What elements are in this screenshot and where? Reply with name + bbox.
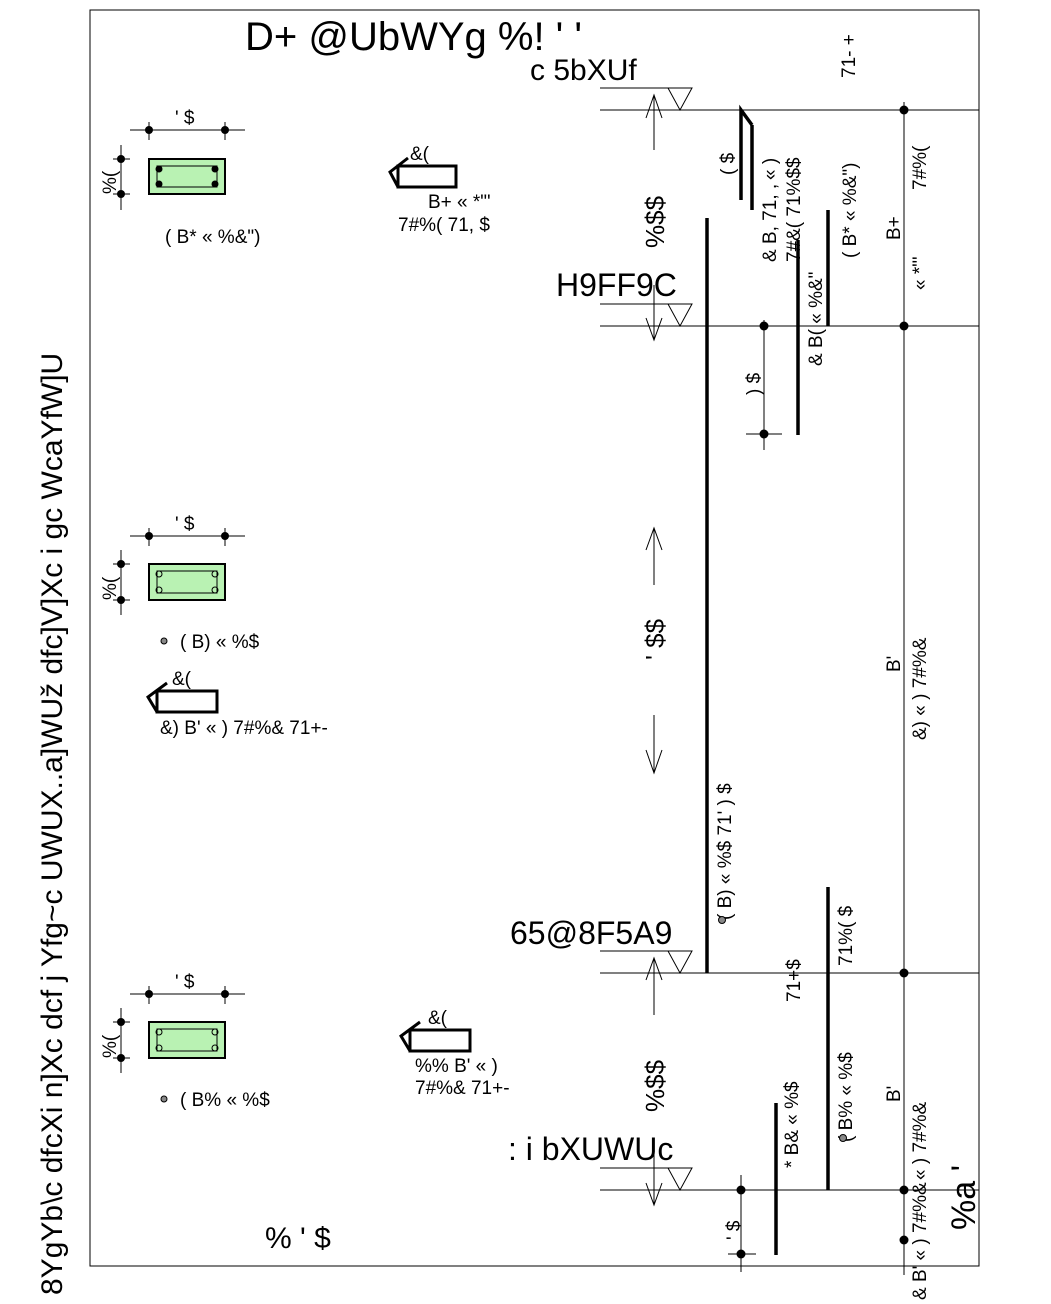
level-name-3: 65@8F5A9 (510, 915, 672, 951)
rebar-text: &) « ) 7#%& (910, 637, 931, 740)
stirrup-line-1: B+ « *"' (428, 192, 491, 213)
rebar-text: B' (884, 1086, 905, 1102)
dim-level-2: ' $$ (640, 618, 670, 660)
level-lines (600, 87, 979, 1191)
beam-width-dim: ' $ (175, 514, 195, 535)
drawing-title: D+ @UbWYg %! ' ' (245, 15, 582, 59)
rebar-text: * B& « %$ (782, 1081, 803, 1168)
rebar-text: & B' « ) 7#%& (910, 1182, 931, 1300)
beam-label: ( B) « %$ (180, 632, 260, 653)
stirrup-line-2: 7#%& 71+- (415, 1078, 510, 1099)
beam-width-dim: ' $ (175, 972, 195, 993)
stirrup-line-1: %% B' « ) (415, 1056, 498, 1077)
beam-section-1: ' $ %( ( B* « %&") (100, 108, 260, 248)
beam-section-rect (148, 563, 226, 601)
rebar-text: 7#%( (910, 145, 931, 190)
level-dimensions (645, 93, 663, 1207)
level-name-1: c 5bXUf (530, 54, 637, 87)
beam-height-dim: %( (100, 576, 121, 600)
dim-level-3: %$$ (640, 1059, 670, 1112)
stirrup-detail-1: &( B+ « *"' 7#%( 71, $ (388, 144, 491, 236)
annotation-dots (718, 916, 847, 1142)
beam-height-dim: %( (100, 1034, 121, 1058)
rebar-text: 7#&( 71%$$ (784, 157, 805, 262)
beam-width-dim: ' $ (175, 108, 195, 129)
rebar-text: ) $ (744, 372, 765, 395)
level-markers (667, 87, 693, 1192)
stirrup-number: &( (410, 144, 430, 165)
corner-code: %a ' (945, 1165, 983, 1230)
rebar-annotations: ( $ « ) & B, 71, , 7#&( 71%$$ ( B* « %&"… (715, 34, 931, 1300)
rebar-text: « *"' (910, 256, 931, 290)
dim-level-1: %$$ (640, 195, 670, 248)
beam-section-3: ' $ %( ( B% « %$ (100, 972, 270, 1111)
stirrup-line-2: 7#%( 71, $ (398, 215, 490, 236)
rebar-text: B' (884, 656, 905, 672)
rebar-text: & B( « %&" (806, 272, 827, 366)
rebar-text: 71%( $ (836, 905, 857, 966)
side-note: 8YgYb\c dfcXi n]Xc dcf j Yfg~c UWUX..a]W… (36, 353, 69, 1295)
sheet-frame (89, 9, 980, 1267)
beam-label: ( B% « %$ (180, 1090, 270, 1111)
beam-section-rect (148, 158, 226, 195)
rebar-lines (705, 104, 830, 1255)
level-name-4: : i bXUWUc (508, 1131, 673, 1167)
beam-section-rect (148, 1021, 226, 1059)
level-name-2: H9FF9C (556, 267, 677, 303)
stirrup-number: &( (172, 669, 192, 690)
rebar-text: ( B) « %$ 71' ) $ (715, 783, 736, 920)
rebar-text: & B, 71, , (760, 184, 781, 262)
rebar-text: ( $ (718, 152, 739, 175)
stirrup-line-1: &) B' « ) 7#%& 71+- (160, 718, 328, 739)
rebar-text: 71- + (839, 34, 860, 78)
stirrup-detail-2: &( &) B' « ) 7#%& 71+- (146, 669, 328, 739)
rebar-text: ' $ (724, 1220, 745, 1240)
beam-label: ( B* « %&") (165, 227, 260, 248)
rebar-text: B+ (884, 216, 905, 240)
reference-dots (736, 105, 909, 1259)
stirrup-number: &( (428, 1008, 448, 1029)
stirrup-detail-3: &( %% B' « ) 7#%& 71+- (399, 1008, 510, 1099)
rebar-text: « ) (760, 158, 781, 180)
beam-height-dim: %( (100, 170, 121, 194)
rebar-text: 71+$ (784, 959, 805, 1002)
beam-section-2: ' $ %( ( B) « %$ (100, 514, 260, 653)
rebar-text: « ) 7#%& (910, 1102, 931, 1180)
page-number: % ' $ (265, 1222, 331, 1255)
rebar-text: ( B* « %&") (840, 163, 861, 258)
rebar-text: ( B% « %$ (836, 1052, 857, 1142)
